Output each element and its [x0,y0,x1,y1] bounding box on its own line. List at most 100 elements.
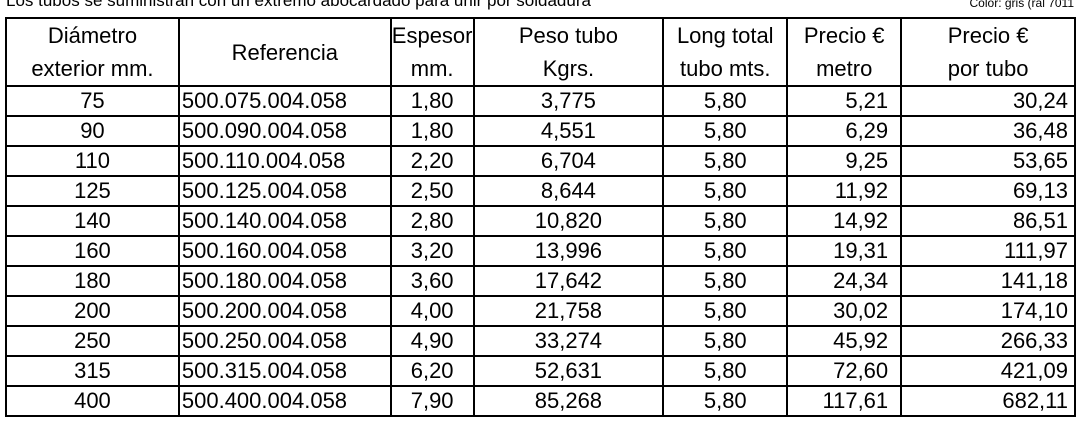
cell: 33,274 [472,325,665,357]
header-cell: mm. [389,52,475,87]
cell: 140 [5,205,180,237]
data-row: 90 500.090.004.058 1,80 4,551 5,80 6,29 36,48 [5,115,1076,147]
cell: 5,80 [662,145,789,177]
data-row: 110 500.110.004.058 2,20 6,704 5,80 9,25 53,65 [5,145,1076,177]
cell: 5,80 [662,325,789,357]
cell: 30,02 [786,295,903,327]
cell: 500.315.004.058 [177,355,392,387]
header-cell: metro [786,52,903,87]
cell: 4,90 [389,325,475,357]
cell: 5,80 [662,295,789,327]
cell: 21,758 [472,295,665,327]
cell: 500.180.004.058 [177,265,392,297]
cell: 6,704 [472,145,665,177]
cell: 125 [5,175,180,207]
data-row: 400 500.400.004.058 7,90 85,268 5,80 117,61 68… [5,385,1076,417]
cell: 250 [5,325,180,357]
cell: 6,20 [389,355,475,387]
table-body: Diámetro Referencia Espesor Peso tubo Long t… [5,17,1076,417]
cell: 141,18 [900,265,1076,297]
cell: 500.250.004.058 [177,325,392,357]
cell: 500.110.004.058 [177,145,392,177]
cell: 24,34 [786,265,903,297]
cell: 500.140.004.058 [177,205,392,237]
cell: 75 [5,85,180,117]
cell: 5,80 [662,355,789,387]
data-row: 160 500.160.004.058 3,20 13,996 5,80 19,31 111… [5,235,1076,267]
data-row: 315 500.315.004.058 6,20 52,631 5,80 72,60 421… [5,355,1076,387]
cell: 682,11 [900,385,1076,417]
note: Color: gris (ral 7011 [969,0,1074,10]
cell: 5,80 [662,85,789,117]
cell: 117,61 [786,385,903,417]
cell: 315 [5,355,180,387]
header-cell: por tubo [900,52,1076,87]
cell: 2,20 [389,145,475,177]
header-cell: Kgrs. [472,52,665,87]
cell: 1,80 [389,85,475,117]
data-row: 200 500.200.004.058 4,00 21,758 5,80 30,02 174… [5,295,1076,327]
cell: 500.090.004.058 [177,115,392,147]
header-cell: Espesor [389,17,475,52]
cell: 5,80 [662,205,789,237]
cell: 17,642 [472,265,665,297]
price-table: Diámetro Referencia Espesor Peso tubo Long t… [5,17,1076,417]
cell: 5,80 [662,385,789,417]
cell: 69,13 [900,175,1076,207]
header-cell: tubo mts. [662,52,789,87]
cell: 72,60 [786,355,903,387]
cell: 53,65 [900,145,1076,177]
cell: 4,551 [472,115,665,147]
header-cell: Diámetro [5,17,180,52]
data-row: 250 500.250.004.058 4,90 33,274 5,80 45,92 266… [5,325,1076,357]
header-cell: exterior mm. [5,52,180,87]
cell: 14,92 [786,205,903,237]
cell: 2,80 [389,205,475,237]
note: Los tubos se suministran con un extremo … [6,0,591,10]
cell: 52,631 [472,355,665,387]
cell: 7,90 [389,385,475,417]
cell: 174,10 [900,295,1076,327]
header-cell: Long total [662,17,789,52]
cell: 5,21 [786,85,903,117]
cell: 10,820 [472,205,665,237]
cell: 110 [5,145,180,177]
cell: 5,80 [662,115,789,147]
cell: 200 [5,295,180,327]
cell: 4,00 [389,295,475,327]
cell: 30,24 [900,85,1076,117]
cell: 11,92 [786,175,903,207]
header-row: exterior mm. mm. Kgrs. tubo mts. metro por tu… [5,52,1076,87]
cell: 2,50 [389,175,475,207]
data-row: 75 500.075.004.058 1,80 3,775 5,80 5,21 30,24 [5,85,1076,117]
data-row: 125 500.125.004.058 2,50 8,644 5,80 11,92 69,1… [5,175,1076,207]
cell: 160 [5,235,180,267]
data-row: 140 500.140.004.058 2,80 10,820 5,80 14,92 86,… [5,205,1076,237]
cell: 500.075.004.058 [177,85,392,117]
cell: 85,268 [472,385,665,417]
cell: 13,996 [472,235,665,267]
header-row: Diámetro Referencia Espesor Peso tubo Long t… [5,17,1076,87]
cell: 86,51 [900,205,1076,237]
cell: 3,20 [389,235,475,267]
data-row: 180 500.180.004.058 3,60 17,642 5,80 24,34 141… [5,265,1076,297]
cell: 45,92 [786,325,903,357]
cell: 8,644 [472,175,665,207]
cell: 5,80 [662,175,789,207]
cell: 19,31 [786,235,903,267]
header-cell: Precio € [786,17,903,52]
cell: 36,48 [900,115,1076,147]
cell: 266,33 [900,325,1076,357]
cell: 1,80 [389,115,475,147]
cell: 5,80 [662,265,789,297]
cell: 421,09 [900,355,1076,387]
cell: 500.400.004.058 [177,385,392,417]
cell: 500.125.004.058 [177,175,392,207]
cell: 180 [5,265,180,297]
cell: 6,29 [786,115,903,147]
cell: 500.160.004.058 [177,235,392,267]
cell: 3,775 [472,85,665,117]
header-cell: Referencia [177,17,392,87]
cell: 111,97 [900,235,1076,267]
